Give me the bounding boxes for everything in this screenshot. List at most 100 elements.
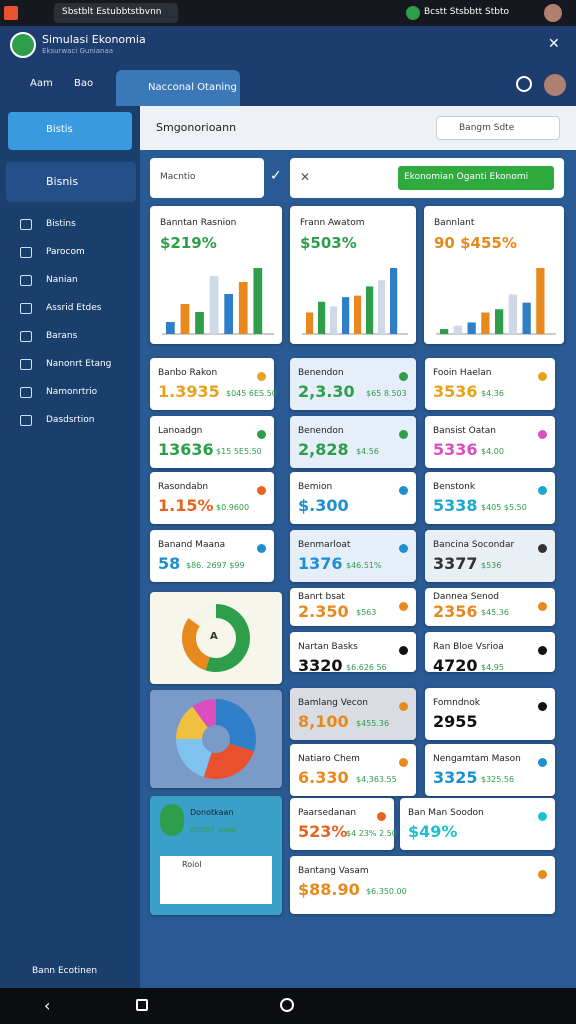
back-button[interactable]: ‹ (44, 996, 51, 1015)
mini-chart (436, 268, 556, 335)
sidebar-item[interactable]: Parocom (20, 246, 136, 264)
stat-label: Banbo Rakon (158, 368, 218, 378)
tab[interactable]: Aam (30, 78, 53, 89)
settings-icon[interactable] (516, 76, 532, 92)
stat-card[interactable]: Bansist Oatan 5336 $4.00 (425, 416, 555, 468)
card-icon (257, 372, 266, 381)
donut-center: A (210, 631, 218, 642)
stat-card[interactable]: Benendon 2,3.30 $65 8.503 (290, 358, 416, 410)
stat-card[interactable]: Natiaro Chem 6.330 $4,363.55 (290, 744, 416, 796)
chart-card[interactable]: Bannlant 90 $455% (424, 206, 564, 344)
chart-card[interactable]: Frann Awatom $503% (290, 206, 416, 344)
stat-card[interactable]: Bancina Socondar 3377 $536 (425, 530, 555, 582)
stat-card[interactable]: Ban Man Soodon $49% (400, 798, 555, 850)
home-button[interactable] (280, 998, 294, 1012)
action-bar: ✕ Ekonomian Oganti Ekonomi (290, 158, 564, 198)
chart-title: Frann Awatom (300, 218, 365, 228)
stat-card[interactable]: Fomndnok 2955 (425, 688, 555, 740)
bar (166, 322, 175, 334)
sidebar-icon (20, 303, 32, 314)
stat-label: Dannea Senod (433, 592, 499, 602)
stat-card[interactable]: Banbo Rakon 1.3935 $045 6ES.50 (150, 358, 277, 410)
green-card[interactable]: Donotkaan ROUSY .aaaa Roiol (150, 796, 282, 915)
card-icon (538, 870, 547, 879)
pie-card[interactable] (150, 690, 282, 788)
stat-card[interactable]: Ran Bloe Vsrioa 4720 $4.95 (425, 632, 555, 675)
sidebar-item[interactable]: Assrid Etdes (20, 302, 136, 320)
card-icon (399, 430, 408, 439)
recents-button[interactable] (136, 999, 148, 1011)
avatar[interactable] (544, 4, 562, 22)
stat-card[interactable]: Banand Maana 58 $86. 2697 $99 (150, 530, 274, 582)
browser-tab[interactable]: Sbstblt Estubbtstbvnn (54, 3, 178, 23)
stat-card[interactable]: Fooin Haelan 3536 $4.36 (425, 358, 555, 410)
stat-value: 1376 (298, 554, 343, 573)
stat-card[interactable]: Nengamtam Mason 3325 $325.56 (425, 744, 555, 796)
chart-card[interactable]: Banntan Rasnion $219% (150, 206, 282, 344)
tab[interactable]: Bao (74, 78, 94, 89)
green-sub: ROUSY .aaaa (190, 826, 236, 834)
bar (354, 295, 362, 334)
stat-card[interactable]: Nartan Basks 3320 $6.626 56 (290, 632, 416, 675)
chart-value: $503% (300, 234, 357, 252)
stat-label: Paarsedanan (298, 808, 357, 818)
sidebar-item[interactable]: Nanonrt Etang (20, 358, 136, 376)
stat-label: Ran Bloe Vsrioa (433, 642, 504, 652)
stat-card[interactable]: Bamlang Vecon 8,100 $455.36 (290, 688, 416, 740)
bar (495, 309, 504, 334)
donut-card[interactable]: A (150, 592, 282, 684)
stat-value: 13636 (158, 440, 214, 459)
stat-card[interactable]: Rasondabn 1.15% $0.9600 (150, 472, 274, 524)
stat-label: Fooin Haelan (433, 368, 492, 378)
stat-label: Nengamtam Mason (433, 754, 521, 764)
menu-icon[interactable] (4, 6, 18, 20)
stat-card[interactable]: Bantang Vasam $88.90 $6.350.00 (290, 856, 555, 914)
sidebar-icon (20, 415, 32, 426)
pie-slice (205, 604, 250, 672)
sidebar-item[interactable]: Namonrtrio (20, 386, 136, 404)
card-icon (538, 544, 547, 553)
primary-button[interactable]: Ekonomian Oganti Ekonomi (398, 166, 554, 190)
stat-card[interactable]: Bemion $.300 (290, 472, 416, 524)
tab-active[interactable]: Nacconal Otaning (116, 70, 240, 106)
stat-value: 1.3935 (158, 382, 220, 401)
stat-label: Benmarloat (298, 540, 351, 550)
stat-value: 2,828 (298, 440, 349, 459)
card-icon (399, 758, 408, 767)
close-icon[interactable]: ✕ (548, 36, 560, 52)
stat-card[interactable]: Benstonk 5338 $405 $5.50 (425, 472, 555, 524)
check-icon[interactable]: ✓ (270, 168, 282, 184)
sidebar-item[interactable]: Barans (20, 330, 136, 348)
stat-label: Bancina Socondar (433, 540, 515, 550)
stat-value: 8,100 (298, 712, 349, 731)
sidebar-item[interactable]: Dasdsrtion (20, 414, 136, 432)
sidebar-footer[interactable]: Bann Ecotinen (32, 966, 98, 976)
sidebar-section[interactable]: Bisnis (6, 162, 136, 202)
stat-subtext: $6.350.00 (366, 887, 407, 896)
search-box[interactable]: Bangm Sdte (436, 116, 560, 140)
sidebar-item[interactable]: Nanian (20, 274, 136, 292)
card-icon (538, 812, 547, 821)
sidebar-active-item[interactable]: Bistis (8, 112, 132, 150)
sidebar-item[interactable]: Bistins (20, 218, 136, 236)
stat-subtext: $4 23% 2.50 (346, 829, 397, 838)
stat-card[interactable]: Banrt bsat 2.350 $563 (290, 588, 416, 626)
close-icon[interactable]: ✕ (300, 170, 311, 184)
stat-card[interactable]: Benmarloat 1376 $46.51% (290, 530, 416, 582)
stat-card[interactable]: Lanoadgn 13636 $15 5E5.50 (150, 416, 274, 468)
stat-value: $.300 (298, 496, 349, 515)
stat-value: 6.330 (298, 768, 349, 787)
stat-card[interactable]: Dannea Senod 2356 $45.36 (425, 588, 555, 626)
input-field[interactable]: Macntio (150, 158, 264, 198)
mini-chart (162, 268, 274, 335)
card-icon (538, 758, 547, 767)
stat-label: Rasondabn (158, 482, 209, 492)
stat-card[interactable]: Paarsedanan 523% $4 23% 2.50 (290, 798, 397, 850)
stat-card[interactable]: Benendon 2,828 $4.56 (290, 416, 416, 468)
sidebar-label: Barans (46, 331, 78, 341)
green-title: Donotkaan (190, 808, 234, 817)
avatar[interactable] (544, 74, 566, 96)
stat-subtext: $325.56 (481, 775, 515, 784)
list-item[interactable]: Roiol (160, 856, 272, 904)
